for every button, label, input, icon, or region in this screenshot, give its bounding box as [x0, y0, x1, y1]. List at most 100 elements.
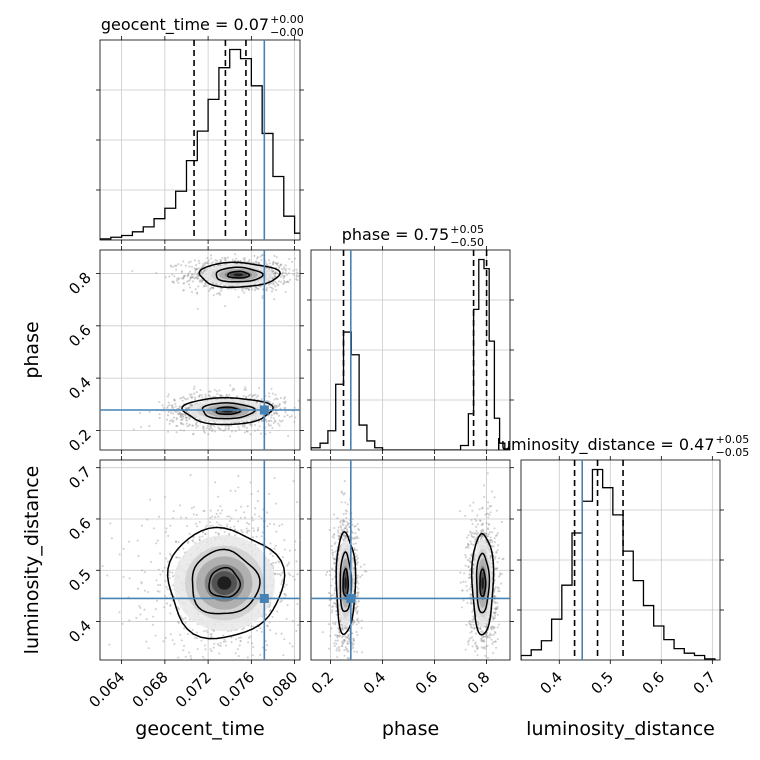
sample-point	[301, 417, 303, 419]
sample-point	[353, 650, 356, 653]
sample-point	[351, 523, 354, 526]
sample-point	[307, 405, 309, 407]
sample-point	[355, 562, 358, 565]
sample-point	[235, 509, 238, 512]
sample-point	[334, 586, 337, 590]
sample-point	[330, 584, 333, 587]
panel-title-minus: −0.50	[450, 236, 484, 249]
sample-point	[356, 633, 359, 636]
sample-point	[194, 268, 198, 272]
sample-point	[209, 390, 212, 393]
sample-point	[333, 558, 336, 561]
sample-point	[169, 264, 172, 267]
sample-point	[181, 417, 184, 420]
sample-point	[337, 526, 340, 529]
sample-point	[175, 424, 178, 427]
sample-point	[467, 576, 470, 579]
sample-point	[279, 280, 283, 283]
sample-point	[257, 261, 260, 264]
sample-point	[196, 277, 199, 280]
sample-point	[356, 611, 359, 614]
sample-point	[304, 582, 306, 584]
sample-point	[206, 261, 209, 264]
sample-point	[196, 292, 199, 295]
sample-point	[284, 400, 287, 403]
sample-point	[234, 430, 237, 433]
sample-point	[348, 522, 351, 525]
sample-point	[158, 515, 161, 518]
sample-point	[197, 259, 200, 262]
sample-point	[295, 274, 298, 277]
sample-point	[257, 420, 260, 423]
sample-point	[180, 271, 183, 274]
sample-point	[363, 570, 366, 573]
sample-point	[344, 501, 347, 504]
sample-point	[175, 417, 178, 420]
sample-point	[275, 262, 278, 265]
sample-point	[242, 395, 245, 398]
sample-point	[180, 264, 183, 267]
sample-point	[330, 611, 334, 614]
sample-point	[165, 585, 168, 589]
sample-point	[489, 511, 492, 514]
sample-point	[346, 503, 349, 506]
sample-point	[184, 621, 187, 624]
sample-point	[340, 526, 343, 529]
sample-point	[272, 283, 275, 286]
sample-point	[169, 612, 172, 615]
sample-point	[282, 282, 286, 285]
sample-point	[490, 615, 493, 618]
sample-point	[204, 282, 207, 285]
sample-point	[344, 636, 347, 639]
sample-point	[276, 283, 279, 286]
sample-point	[271, 615, 274, 618]
sample-point	[352, 621, 355, 624]
sample-point	[294, 549, 297, 552]
sample-point	[271, 402, 275, 405]
sample-point	[188, 618, 192, 621]
sample-point	[265, 289, 268, 292]
sample-point	[291, 619, 294, 623]
sample-point	[197, 277, 200, 280]
sample-point	[215, 683, 217, 685]
sample-point	[219, 641, 222, 644]
sample-point	[220, 289, 223, 292]
sample-point	[157, 568, 160, 571]
sample-point	[469, 540, 472, 543]
sample-point	[176, 620, 179, 623]
sample-point	[212, 287, 215, 290]
sample-point	[247, 523, 250, 526]
sample-point	[470, 630, 473, 633]
sample-point	[182, 618, 185, 621]
sample-point	[278, 402, 281, 405]
sample-point	[172, 517, 175, 520]
sample-point	[497, 544, 500, 547]
sample-point	[472, 618, 475, 621]
sample-point	[182, 423, 185, 426]
sample-point	[243, 511, 246, 514]
sample-point	[475, 536, 478, 540]
sample-point	[330, 545, 333, 548]
sample-point	[176, 277, 179, 280]
sample-point	[249, 635, 252, 638]
sample-point	[257, 262, 260, 265]
sample-point	[179, 418, 183, 421]
sample-point	[281, 571, 284, 574]
sample-point	[346, 636, 349, 639]
sample-point	[200, 270, 203, 274]
sample-point	[278, 403, 281, 406]
sample-point	[201, 530, 204, 533]
sample-point	[295, 278, 298, 281]
sample-point	[361, 651, 364, 654]
sample-point	[492, 616, 495, 619]
sample-point	[182, 644, 186, 647]
sample-point	[176, 412, 179, 415]
sample-point	[285, 617, 288, 620]
sample-point	[183, 274, 186, 277]
sample-point	[342, 524, 345, 527]
sample-point	[165, 557, 168, 560]
sample-point	[138, 605, 141, 608]
sample-point	[268, 424, 271, 427]
sample-point	[252, 527, 255, 530]
